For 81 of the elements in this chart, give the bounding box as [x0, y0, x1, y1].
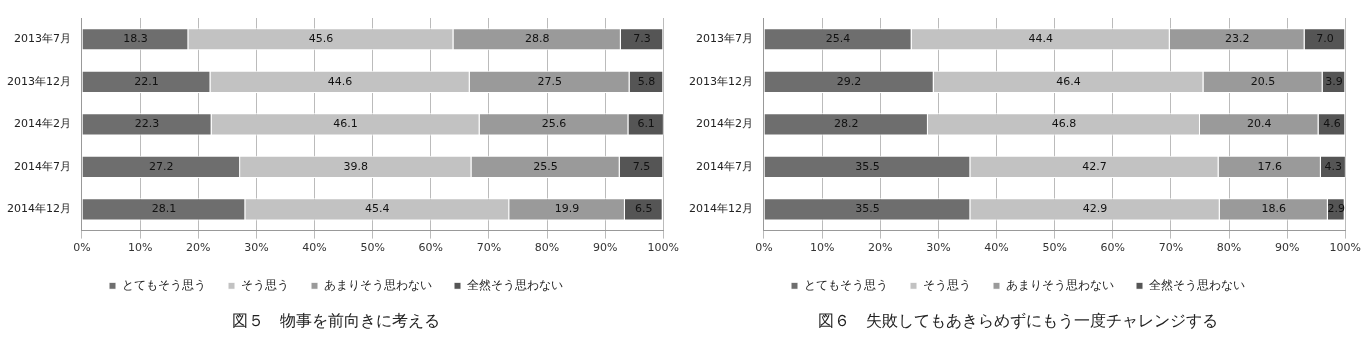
data-label: 22.3: [134, 117, 160, 131]
x-tick-label: 90%: [1274, 241, 1300, 255]
data-label: 35.5: [855, 202, 880, 216]
data-label: 7.3: [633, 32, 651, 46]
data-label: 42.9: [1082, 202, 1108, 216]
data-label: 5.8: [637, 74, 656, 88]
data-label: 39.8: [343, 159, 369, 173]
data-label: 20.4: [1247, 117, 1272, 131]
x-tick-label: 100%: [647, 241, 679, 255]
data-label: 27.2: [149, 159, 174, 173]
data-label: 28.8: [524, 32, 550, 46]
x-tick-label: 20%: [868, 241, 893, 255]
x-tick-label: 80%: [534, 241, 560, 255]
data-label: 45.4: [365, 202, 390, 216]
data-label: 18.3: [123, 32, 148, 46]
data-label: 25.6: [541, 117, 567, 131]
data-label: 20.5: [1250, 74, 1276, 88]
x-tick-label: 20%: [186, 241, 211, 255]
data-label: 44.6: [327, 74, 353, 88]
text: 図５ 物事を前向きに考える: [232, 310, 440, 330]
data-label: 7.5: [632, 159, 651, 173]
x-tick-label: 40%: [302, 241, 327, 255]
legend-label: そう思う: [923, 277, 971, 292]
data-label: 46.1: [333, 117, 358, 131]
y-tick-label: 2014年2月: [695, 117, 753, 131]
data-label: 6.1: [637, 117, 655, 131]
x-tick-label: 70%: [1158, 241, 1184, 255]
x-tick-label: 30%: [244, 241, 269, 255]
x-tick-label: 50%: [360, 241, 385, 255]
data-label: 35.5: [855, 159, 880, 173]
y-tick-label: 2014年7月: [695, 159, 753, 173]
data-label: 4.6: [1323, 117, 1341, 131]
data-label: 19.9: [554, 202, 580, 216]
legend-label: そう思う: [241, 277, 289, 292]
data-label: 46.4: [1056, 74, 1081, 88]
y-tick-label: 2014年12月: [688, 202, 753, 216]
data-label: 27.5: [537, 74, 562, 88]
text: 図６ 失敗してもあきらめずにもう一度チャレンジする: [818, 310, 1218, 330]
legend-label: 全然そう思わない: [467, 277, 563, 292]
y-tick-label: 2014年12月: [6, 202, 71, 216]
legend-label: とてもそう思う: [804, 277, 888, 292]
legend-label: あまりそう思わない: [1006, 277, 1114, 292]
data-label: 23.2: [1224, 32, 1250, 46]
legend-label: あまりそう思わない: [324, 277, 432, 292]
x-tick-label: 100%: [1329, 241, 1361, 255]
data-label: 28.2: [833, 117, 859, 131]
y-tick-label: 2013年7月: [13, 32, 71, 46]
data-label: 25.4: [825, 32, 851, 46]
x-tick-label: 0%: [73, 241, 91, 255]
data-label: 25.5: [533, 159, 558, 173]
data-label: 28.1: [151, 202, 177, 216]
x-tick-label: 90%: [592, 241, 618, 255]
data-label: 22.1: [134, 74, 159, 88]
x-tick-label: 10%: [127, 241, 153, 255]
x-tick-label: 60%: [418, 241, 443, 255]
x-tick-label: 30%: [926, 241, 951, 255]
legend-label: とてもそう思う: [122, 277, 206, 292]
y-tick-label: 2013年12月: [688, 74, 753, 88]
x-tick-label: 50%: [1042, 241, 1067, 255]
y-tick-label: 2013年7月: [695, 32, 753, 46]
y-tick-label: 2014年7月: [13, 159, 71, 173]
data-label: 17.6: [1257, 159, 1282, 173]
data-label: 44.4: [1028, 32, 1053, 46]
x-tick-label: 10%: [809, 241, 835, 255]
legend-label: 全然そう思わない: [1149, 277, 1245, 292]
x-tick-label: 40%: [984, 241, 1009, 255]
data-label: 29.2: [836, 74, 862, 88]
y-tick-label: 2014年2月: [13, 117, 71, 131]
y-tick-label: 2013年12月: [6, 74, 71, 88]
data-label: 4.3: [1324, 159, 1343, 173]
x-tick-label: 0%: [755, 241, 773, 255]
x-tick-label: 60%: [1100, 241, 1125, 255]
data-label: 18.6: [1261, 202, 1287, 216]
x-tick-label: 80%: [1216, 241, 1242, 255]
data-label: 7.0: [1316, 32, 1334, 46]
data-label: 42.7: [1082, 159, 1107, 173]
data-label: 46.8: [1051, 117, 1077, 131]
data-label: 3.9: [1325, 74, 1343, 88]
data-label: 45.6: [308, 32, 334, 46]
x-tick-label: 70%: [476, 241, 502, 255]
data-label: 6.5: [635, 202, 653, 216]
